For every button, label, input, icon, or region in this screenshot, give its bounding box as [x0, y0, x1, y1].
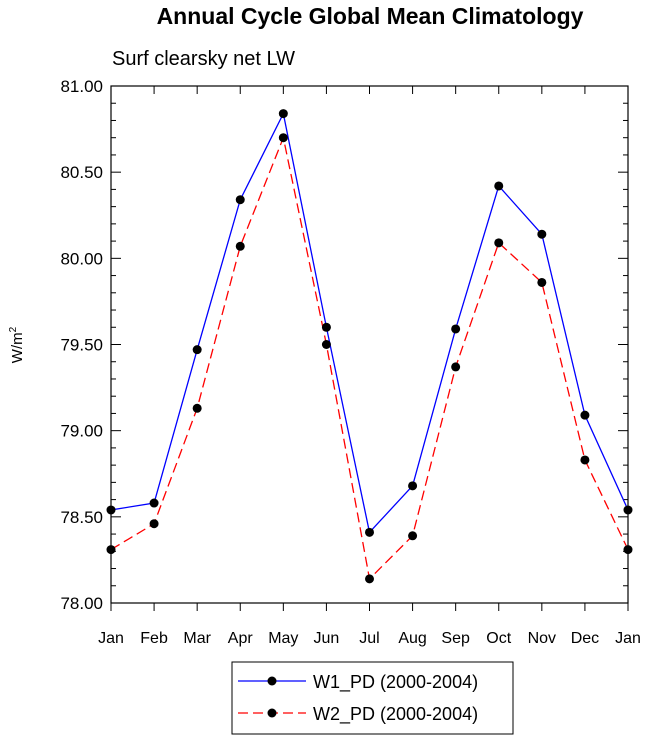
y-tick-label: 80.50 [60, 163, 103, 182]
data-point-s1 [365, 527, 374, 537]
data-point-s2 [192, 403, 202, 413]
data-point-s2 [494, 238, 504, 248]
data-point-s2 [365, 574, 374, 584]
x-tick-label: Jul [359, 630, 379, 647]
chart-title: Annual Cycle Global Mean Climatology [157, 3, 584, 29]
data-point-s1 [321, 322, 331, 332]
y-axis-label: W/m2 [8, 326, 26, 363]
data-point-s1 [451, 324, 461, 334]
y-tick-label: 78.50 [60, 508, 103, 527]
legend-marker-w1 [267, 676, 277, 686]
x-tick-label: May [268, 630, 298, 647]
x-tick-label: Oct [486, 630, 511, 647]
data-point-s1 [192, 345, 202, 355]
series-line-2 [110, 135, 629, 581]
data-point-s1 [408, 481, 418, 491]
x-tick-labels: Jan Feb Mar Apr May Jun Jul Aug Sep Oct Nov Dec Jan [98, 630, 641, 647]
legend-box [231, 661, 514, 735]
y-tick-label: 80.00 [60, 249, 103, 268]
data-point-s1 [537, 229, 547, 239]
data-point-s1 [580, 410, 590, 420]
x-tick-label: Sep [441, 630, 470, 647]
data-point-s2 [278, 133, 288, 143]
y-tick-label: 78.00 [60, 594, 103, 613]
y-tick-label: 79.00 [60, 422, 103, 441]
series-markers [106, 109, 633, 584]
data-point-s2 [451, 362, 461, 372]
data-point-s2 [408, 531, 418, 541]
data-point-s2 [235, 241, 245, 251]
x-tick-label: Jun [314, 630, 340, 647]
legend-marker-w2 [267, 708, 277, 718]
legend-label-w2: W2_PD (2000-2004) [313, 704, 478, 725]
x-tick-label: Jan [615, 630, 641, 647]
legend: W1_PD (2000-2004) W2_PD (2000-2004) [231, 661, 514, 735]
plot-frame [110, 85, 629, 604]
data-point-s2 [537, 277, 547, 287]
data-point-s2 [149, 519, 159, 529]
x-tick-label: Jan [98, 630, 124, 647]
data-point-s1 [278, 109, 288, 119]
data-point-s2 [321, 340, 331, 349]
y-tick-label: 81.00 [60, 77, 103, 96]
data-point-s2 [580, 455, 590, 465]
x-tick-label: Dec [571, 630, 599, 647]
x-tick-label: Mar [183, 630, 211, 647]
series-lines [110, 111, 629, 581]
x-tick-label: Aug [398, 630, 426, 647]
x-tick-label: Apr [228, 630, 254, 647]
data-point-s1 [149, 498, 159, 508]
chart-subtitle: Surf clearsky net LW [112, 48, 295, 70]
x-tick-label: Feb [140, 630, 168, 647]
series-line-1 [110, 111, 629, 534]
y-tick-label: 79.50 [60, 336, 103, 355]
data-point-s1 [235, 195, 245, 205]
data-point-s1 [494, 181, 504, 191]
legend-label-w1: W1_PD (2000-2004) [313, 672, 478, 693]
y-tick-labels: 78.00 78.50 79.00 79.50 80.00 80.50 81.00 [60, 77, 103, 613]
x-tick-label: Nov [528, 630, 556, 647]
